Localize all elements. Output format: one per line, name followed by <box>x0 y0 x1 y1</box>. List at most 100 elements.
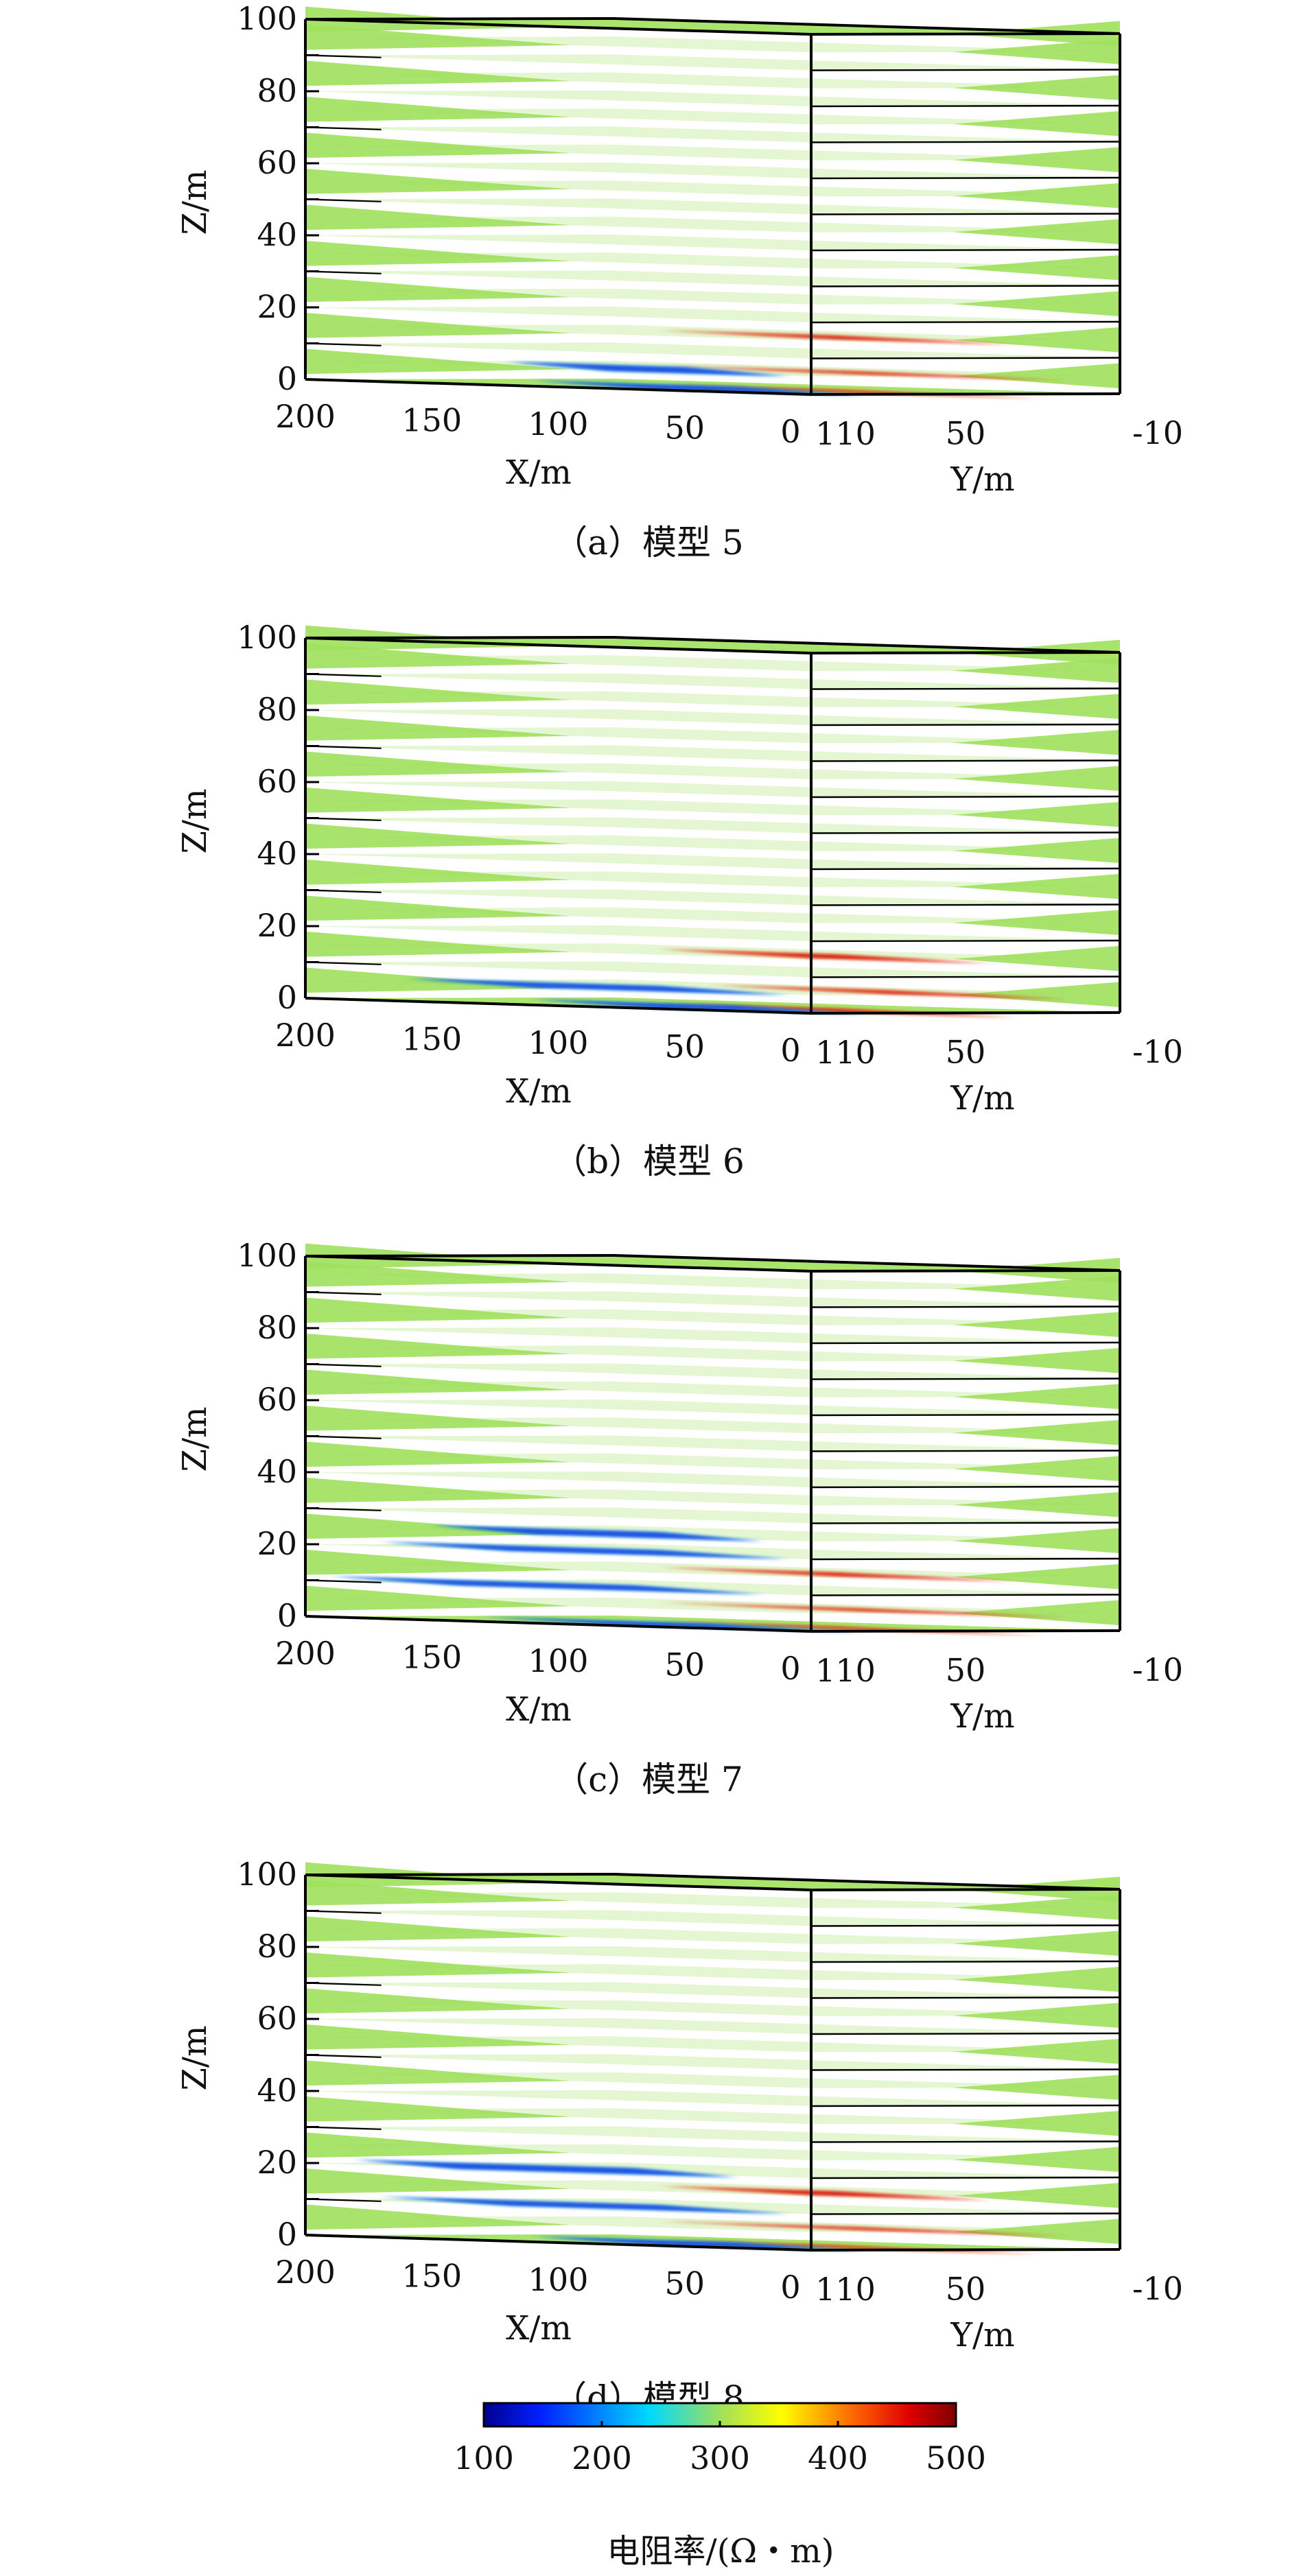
slice-plane-90 <box>305 1291 1120 1308</box>
level-right-30 <box>810 285 1121 287</box>
frame <box>304 1253 1121 1633</box>
z-tick-label: 100 <box>237 1237 297 1274</box>
x-tick-label: 50 <box>664 410 705 447</box>
x-tick-label: 0 <box>780 413 800 450</box>
x-tick-label: 50 <box>664 2265 705 2302</box>
level-left-10 <box>305 342 382 346</box>
colorbar-tick-label: 400 <box>808 2439 868 2477</box>
slice-wedge-left-35 <box>305 859 571 885</box>
x-tick-label: 50 <box>664 1646 705 1683</box>
slice-wedge-left-35 <box>305 2096 571 2122</box>
level-left-30 <box>305 1507 382 1511</box>
slice-wedge-right-35 <box>953 1491 1120 1517</box>
level-right-90 <box>810 1305 1121 1308</box>
slice-plane-90 <box>305 54 1120 71</box>
z-tick-label: 80 <box>257 1309 297 1346</box>
slice-wedge-right-75 <box>953 729 1120 755</box>
level-right-10 <box>810 1594 1121 1596</box>
level-right-80 <box>810 1960 1121 1963</box>
slice-wedge-left-15 <box>305 1549 571 1575</box>
slice-wedge-left-95 <box>305 24 571 50</box>
slice-plane-60 <box>305 2018 1120 2034</box>
z-tick-label: 60 <box>257 144 297 181</box>
z-tick-label: 20 <box>257 907 297 944</box>
level-right-40 <box>810 2104 1121 2107</box>
slice-wedge-right-5 <box>953 363 1120 389</box>
slices <box>305 625 1120 1013</box>
x-axis-label: X/m <box>506 1072 572 1111</box>
slice-wedge-left-45 <box>305 2060 571 2086</box>
slice-wedge-right-75 <box>953 1966 1120 1992</box>
x-tick-label: 100 <box>528 2261 589 2298</box>
slice-plane-80 <box>305 1327 1120 1343</box>
slice-plane-70 <box>305 1982 1120 1998</box>
slice-wedge-right-75 <box>953 1347 1120 1373</box>
level-right-30 <box>810 903 1121 906</box>
slice-wedge-left-75 <box>305 715 571 741</box>
slice-wedge-right-95 <box>953 657 1120 683</box>
level-left-50 <box>305 198 382 202</box>
slice-plane-10 <box>305 2198 1120 2214</box>
slice-plane-80 <box>305 91 1120 106</box>
z-tick-label: 100 <box>237 1856 297 1893</box>
slice-wedge-right-65 <box>953 2002 1120 2029</box>
level-right-50 <box>810 213 1121 215</box>
slice-wedge-left-45 <box>305 823 571 849</box>
y-tick-label: -10 <box>1132 1033 1183 1070</box>
slice-wedge-right-65 <box>953 147 1120 173</box>
slice-wedge-left-65 <box>305 132 571 158</box>
anomaly-low-5 <box>533 2236 865 2252</box>
slice-wedge-left-75 <box>305 1952 571 1978</box>
anomaly-low-6 <box>482 1616 865 1633</box>
anomaly-high-0 <box>659 949 992 964</box>
panel-caption: （b）模型 6 <box>552 1142 745 1181</box>
slice-wedge-right-25 <box>953 1528 1120 1554</box>
slice-wedge-right-95 <box>953 1894 1120 1920</box>
z-tick-label: 100 <box>237 619 297 656</box>
x-tick-label: 50 <box>664 1028 705 1065</box>
level-left-50 <box>305 817 382 821</box>
y-axis-label: Y/m <box>950 1697 1014 1736</box>
y-tick-label: 110 <box>815 2271 876 2308</box>
panel-caption: （a）模型 5 <box>553 523 744 563</box>
slice-wedge-left-85 <box>305 679 571 705</box>
anomaly-low-4 <box>533 380 865 396</box>
slice-wedge-right-75 <box>953 110 1120 137</box>
x-axis-label: X/m <box>506 453 572 492</box>
z-axis-label: Z/m <box>176 788 214 853</box>
slice-wedge-right-35 <box>953 255 1120 281</box>
level-left-70 <box>305 1982 382 1986</box>
level-left-90 <box>305 1291 382 1295</box>
slice-wedge-left-95 <box>305 643 571 669</box>
y-tick-label: 110 <box>815 1652 876 1689</box>
level-right-60 <box>810 2032 1121 2035</box>
slice-wedge-left-75 <box>305 1333 571 1359</box>
level-right-10 <box>810 357 1121 359</box>
z-axis-label: Z/m <box>176 2025 214 2090</box>
x-tick-label: 200 <box>275 398 336 435</box>
colorbar-tick-label: 200 <box>572 2439 632 2477</box>
x-tick-label: 200 <box>275 1635 336 1672</box>
z-tick-label: 0 <box>277 2216 297 2253</box>
frame <box>304 635 1121 1015</box>
slice-wedge-left-25 <box>305 1513 571 1539</box>
slice-wedge-left-5 <box>305 1585 571 1611</box>
slice-wedge-left-35 <box>305 240 571 266</box>
top-plane <box>305 1874 1120 1890</box>
colorbar-tick-label: 300 <box>690 2439 750 2477</box>
z-axis-label: Z/m <box>176 1406 214 1472</box>
y-axis-label: Y/m <box>950 460 1014 499</box>
colorbar-tick-label: 500 <box>926 2439 986 2477</box>
slice-wedge-left-25 <box>305 2132 571 2158</box>
slice-wedge-left-25 <box>305 276 571 303</box>
top-plane <box>305 19 1120 34</box>
frame <box>304 16 1121 397</box>
z-axis-label: Z/m <box>176 169 214 235</box>
level-left-90 <box>305 1910 382 1914</box>
slice-wedge-right-5 <box>953 2219 1120 2245</box>
slice-plane-70 <box>305 126 1120 143</box>
slice-wedge-left-55 <box>305 168 571 194</box>
slice-plane-30 <box>305 889 1120 906</box>
slice-wedge-left-65 <box>305 1369 571 1395</box>
